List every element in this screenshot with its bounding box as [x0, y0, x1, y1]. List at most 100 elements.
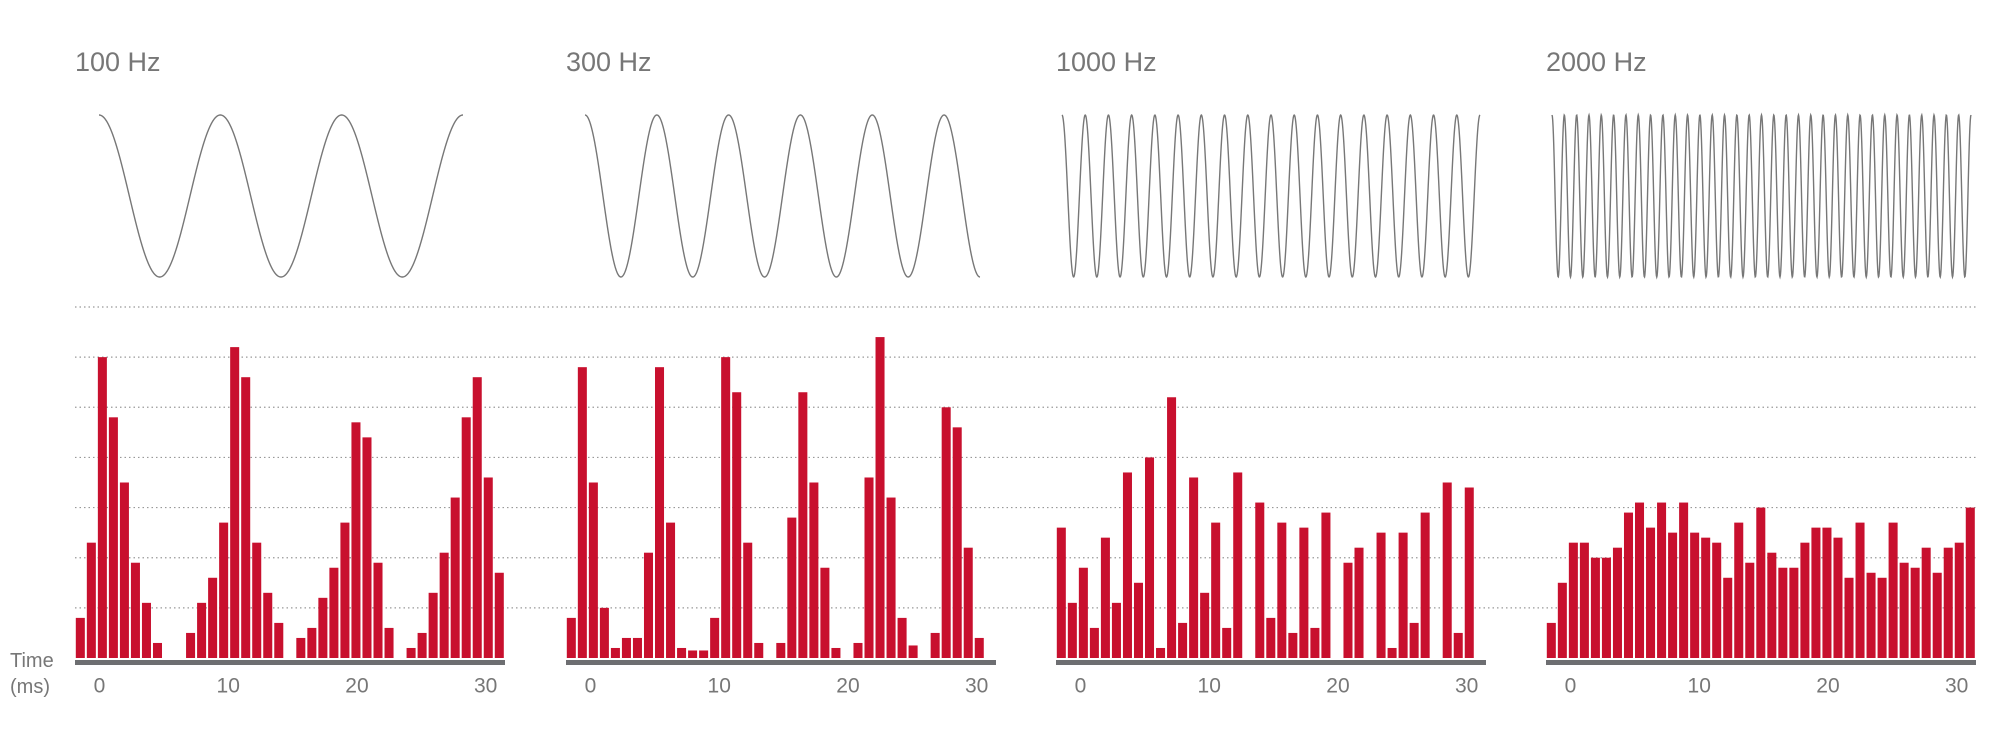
bar — [1701, 537, 1711, 658]
bar — [340, 522, 350, 658]
bar — [1398, 532, 1408, 658]
bar — [1255, 502, 1265, 658]
bar — [1222, 627, 1232, 658]
bar — [1111, 602, 1121, 658]
bar — [1568, 542, 1578, 658]
bar — [1910, 567, 1920, 658]
bar — [252, 542, 262, 658]
bar — [1089, 627, 1099, 658]
bar — [1866, 572, 1876, 658]
bar — [1635, 502, 1645, 658]
bar — [1954, 542, 1964, 658]
waveform — [1551, 112, 1972, 280]
x-tick-label: 0 — [585, 675, 597, 698]
bar — [1756, 507, 1766, 658]
bar — [1800, 542, 1810, 658]
x-tick-label: 20 — [1326, 675, 1349, 698]
bar — [952, 427, 962, 658]
bar — [1943, 547, 1953, 658]
bar — [329, 567, 339, 658]
bar — [809, 482, 819, 658]
bar — [677, 647, 687, 658]
bar — [130, 562, 140, 658]
bar — [1078, 567, 1088, 658]
bar — [710, 617, 720, 658]
bar — [1822, 527, 1832, 658]
bar — [1888, 522, 1898, 658]
bar — [307, 627, 317, 658]
bar — [428, 592, 438, 658]
bar — [1557, 582, 1567, 658]
bar — [450, 497, 460, 658]
bar — [1310, 627, 1320, 658]
bar — [1442, 482, 1452, 658]
bar — [1734, 522, 1744, 658]
bar — [461, 417, 471, 658]
bar — [384, 627, 394, 658]
bar — [941, 407, 951, 658]
bar — [787, 517, 797, 658]
bar — [853, 642, 863, 658]
bar — [655, 367, 665, 658]
bar — [1712, 542, 1722, 658]
bar — [1767, 552, 1777, 658]
bar — [666, 522, 676, 658]
bar — [472, 377, 482, 658]
bar — [1233, 472, 1243, 658]
bar — [1811, 527, 1821, 658]
x-tick-label: 10 — [708, 675, 731, 698]
bar — [621, 637, 631, 658]
bar — [743, 542, 753, 658]
bar — [1612, 547, 1622, 658]
x-axis-line — [75, 660, 505, 665]
bar — [186, 632, 196, 658]
bar — [1546, 622, 1556, 658]
bar — [97, 357, 107, 658]
bar — [610, 647, 620, 658]
x-tick-label: 20 — [1816, 675, 1839, 698]
bar — [1145, 457, 1155, 658]
bar — [1266, 617, 1276, 658]
panel-title: 1000 Hz — [1056, 47, 1157, 77]
bar — [1376, 532, 1386, 658]
waveform — [584, 114, 981, 278]
bar — [732, 392, 742, 658]
bar — [439, 552, 449, 658]
bar — [632, 637, 642, 658]
bar — [588, 482, 598, 658]
x-tick-label: 30 — [474, 675, 497, 698]
bar — [1453, 632, 1463, 658]
bar — [1409, 622, 1419, 658]
bar — [1464, 487, 1474, 658]
bar — [1745, 562, 1755, 658]
x-tick-label: 30 — [965, 675, 988, 698]
bar — [274, 622, 284, 658]
bar — [1200, 592, 1210, 658]
bar — [1833, 537, 1843, 658]
bar — [599, 607, 609, 658]
bar — [776, 642, 786, 658]
x-tick-label: 10 — [1198, 675, 1221, 698]
bar — [886, 497, 896, 658]
bar — [152, 642, 163, 658]
bar — [1877, 577, 1887, 658]
x-tick-label: 20 — [345, 675, 368, 698]
bar — [1690, 532, 1700, 658]
bar — [1932, 572, 1942, 658]
bar — [1899, 562, 1909, 658]
bar — [1965, 507, 1975, 658]
x-axis-label: Time (ms) — [10, 650, 54, 698]
bar — [1579, 542, 1589, 658]
bar — [1646, 527, 1656, 658]
bar — [1288, 632, 1298, 658]
bar — [197, 602, 207, 658]
bar — [699, 650, 709, 658]
bar — [362, 437, 372, 658]
bar — [417, 632, 427, 658]
bar — [263, 592, 273, 658]
bar — [373, 562, 383, 658]
bar — [1387, 647, 1397, 658]
bar — [1623, 512, 1634, 658]
bar — [1156, 647, 1166, 658]
